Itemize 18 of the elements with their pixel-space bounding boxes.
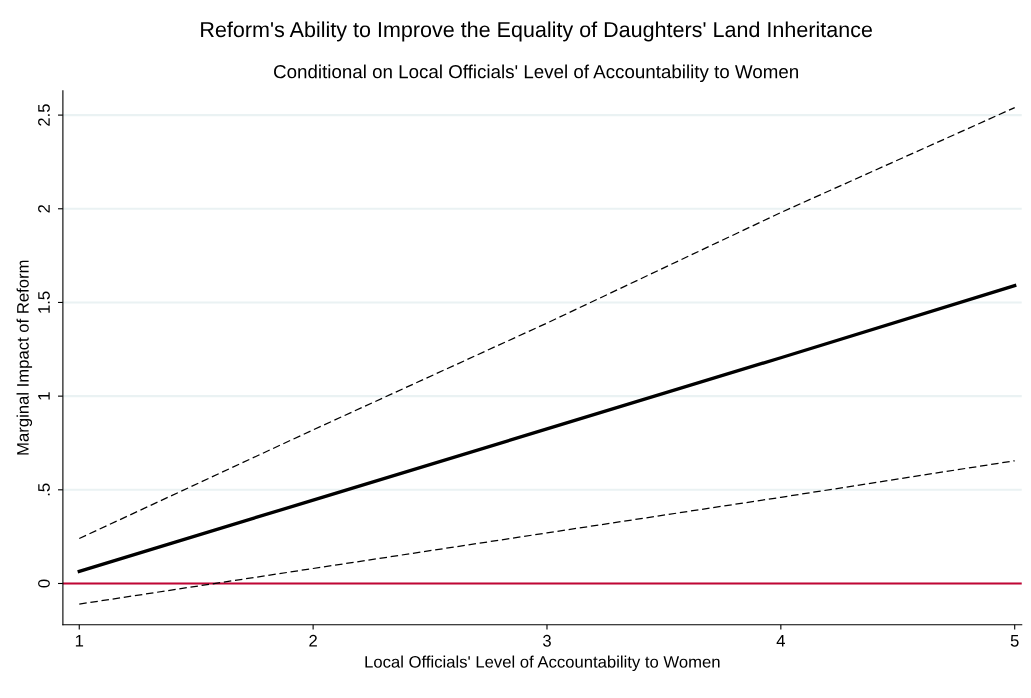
x-axis-title: Local Officials' Level of Accountability to Women xyxy=(365,655,720,672)
x-tick-label: 1 xyxy=(75,635,84,647)
x-tick-label: 5 xyxy=(1010,635,1019,647)
chart-title: Reform's Ability to Improve the Equality of Daughters' Land Inheritance xyxy=(201,21,872,42)
y-tick-label: 1.5 xyxy=(38,291,50,313)
y-tick-label: 1 xyxy=(38,392,50,400)
line-series xyxy=(78,460,1016,605)
x-tick-label: 4 xyxy=(776,635,785,647)
y-axis-title: Marginal Impact of Reform xyxy=(16,260,33,455)
x-tick-label: 2 xyxy=(309,634,317,647)
chart-subtitle: Conditional on Local Officials' Level of Accountability to Women xyxy=(274,64,798,83)
y-tick-label: 2 xyxy=(38,204,50,213)
line-series xyxy=(78,106,1016,540)
y-tick-label: 2.5 xyxy=(38,104,50,126)
y-tick-label: .5 xyxy=(38,483,50,496)
line-series xyxy=(77,283,1017,573)
y-tick-label: 0 xyxy=(38,579,50,588)
x-tick-label: 3 xyxy=(542,634,551,647)
